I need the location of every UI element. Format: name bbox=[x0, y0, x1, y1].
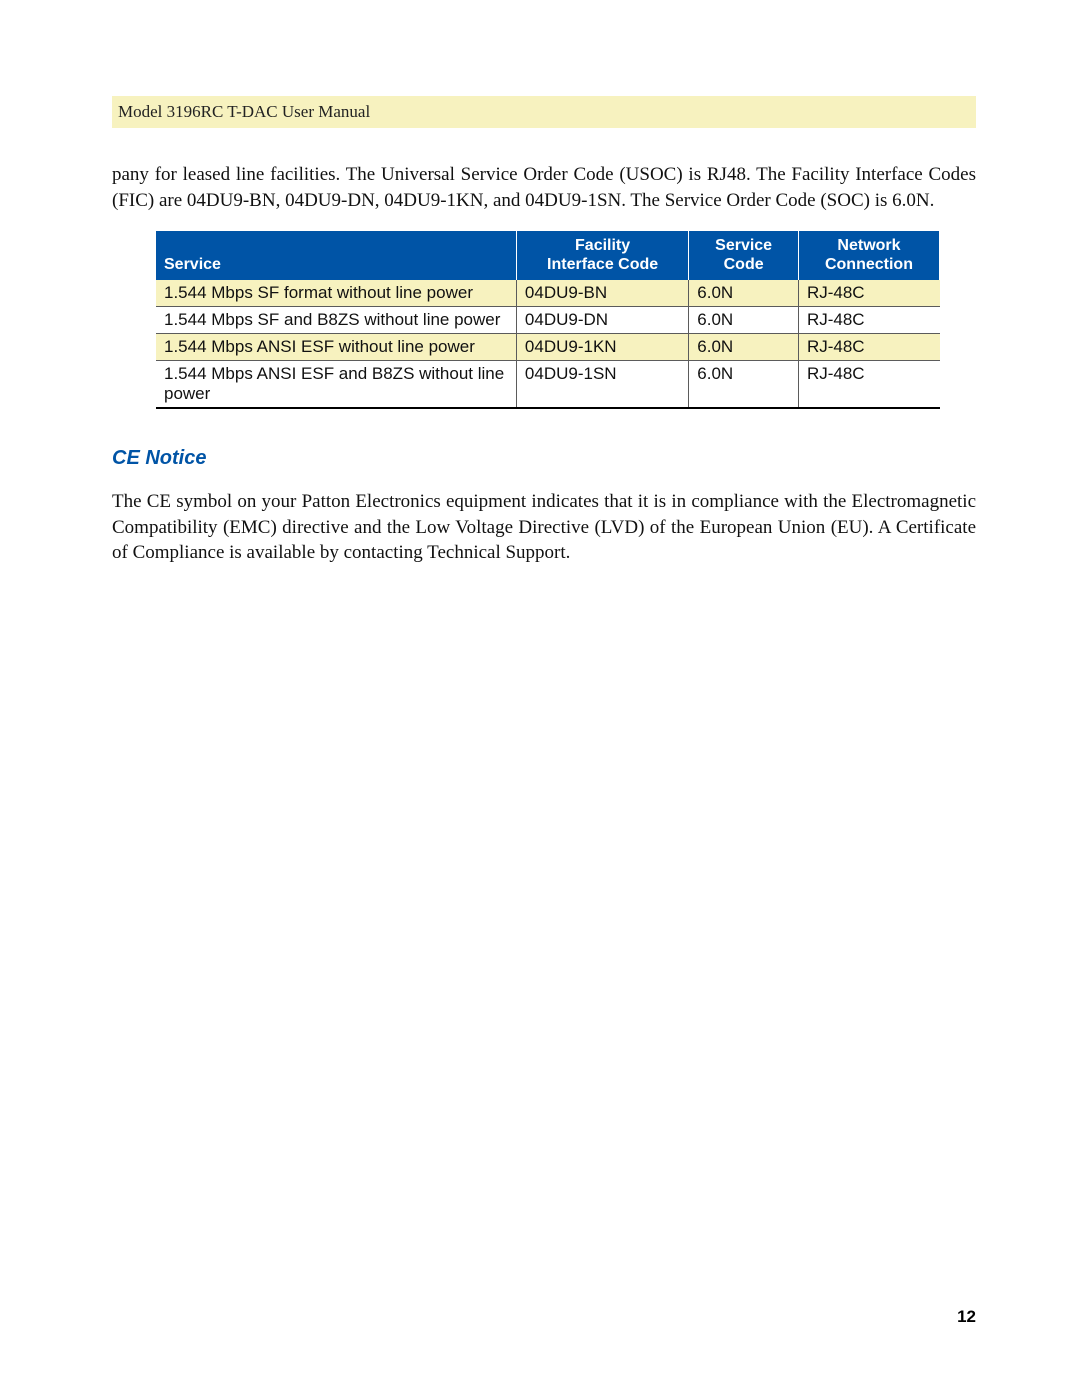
col-soc-l2: Code bbox=[724, 256, 764, 273]
ce-heading: CE Notice bbox=[112, 447, 976, 470]
cell-fic: 04DU9-BN bbox=[516, 280, 688, 307]
fic-table-wrap: Service Facility Interface Code Service … bbox=[156, 231, 940, 409]
cell-fic: 04DU9-1SN bbox=[516, 361, 688, 409]
cell-service: 1.544 Mbps SF format without line power bbox=[156, 280, 516, 307]
col-service-label: Service bbox=[164, 256, 221, 273]
cell-net: RJ-48C bbox=[798, 307, 939, 334]
col-service: Service bbox=[156, 231, 516, 280]
fic-table-body: 1.544 Mbps SF format without line power … bbox=[156, 280, 940, 408]
cell-service: 1.544 Mbps ANSI ESF and B8ZS without lin… bbox=[156, 361, 516, 409]
doc-title: Model 3196RC T-DAC User Manual bbox=[118, 102, 370, 121]
table-row: 1.544 Mbps ANSI ESF and B8ZS without lin… bbox=[156, 361, 940, 409]
table-row: 1.544 Mbps ANSI ESF without line power 0… bbox=[156, 334, 940, 361]
table-row: 1.544 Mbps SF and B8ZS without line powe… bbox=[156, 307, 940, 334]
col-net: Network Connection bbox=[798, 231, 939, 280]
cell-service: 1.544 Mbps SF and B8ZS without line powe… bbox=[156, 307, 516, 334]
col-fic-l1: Facility bbox=[575, 237, 630, 254]
cell-soc: 6.0N bbox=[689, 307, 799, 334]
cell-service: 1.544 Mbps ANSI ESF without line power bbox=[156, 334, 516, 361]
table-header-row: Service Facility Interface Code Service … bbox=[156, 231, 940, 280]
cell-net: RJ-48C bbox=[798, 334, 939, 361]
col-net-l2: Connection bbox=[825, 256, 913, 273]
table-row: 1.544 Mbps SF format without line power … bbox=[156, 280, 940, 307]
page-number: 12 bbox=[957, 1307, 976, 1327]
fic-table: Service Facility Interface Code Service … bbox=[156, 231, 940, 409]
cell-net: RJ-48C bbox=[798, 280, 939, 307]
cell-soc: 6.0N bbox=[689, 361, 799, 409]
cell-net: RJ-48C bbox=[798, 361, 939, 409]
cell-fic: 04DU9-1KN bbox=[516, 334, 688, 361]
cell-soc: 6.0N bbox=[689, 280, 799, 307]
col-fic: Facility Interface Code bbox=[516, 231, 688, 280]
cell-fic: 04DU9-DN bbox=[516, 307, 688, 334]
col-soc: Service Code bbox=[689, 231, 799, 280]
col-net-l1: Network bbox=[837, 237, 900, 254]
cell-soc: 6.0N bbox=[689, 334, 799, 361]
doc-header: Model 3196RC T-DAC User Manual bbox=[112, 96, 976, 128]
col-soc-l1: Service bbox=[715, 237, 772, 254]
ce-body: The CE symbol on your Patton Electronics… bbox=[112, 489, 976, 566]
intro-paragraph: pany for leased line facilities. The Uni… bbox=[112, 162, 976, 213]
page: Model 3196RC T-DAC User Manual pany for … bbox=[0, 0, 1080, 1397]
col-fic-l2: Interface Code bbox=[547, 256, 658, 273]
